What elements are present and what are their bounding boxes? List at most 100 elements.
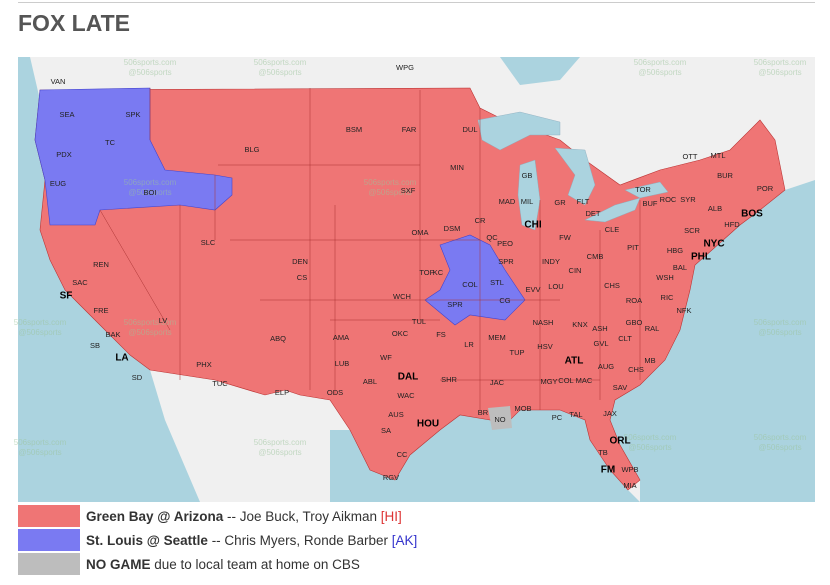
city-label: SYR bbox=[680, 195, 696, 204]
city-label: PIT bbox=[627, 243, 639, 252]
city-label: ROC bbox=[660, 195, 677, 204]
watermark: @506sports bbox=[18, 448, 61, 457]
city-label: SHR bbox=[441, 375, 457, 384]
watermark: @506sports bbox=[638, 68, 681, 77]
us-fox-st-louis-seattle bbox=[424, 234, 526, 326]
city-label: WAC bbox=[397, 391, 415, 400]
city-label: DUL bbox=[462, 125, 477, 134]
city-label: DET bbox=[586, 209, 601, 218]
city-label: HFD bbox=[724, 220, 740, 229]
city-label: PC bbox=[552, 413, 563, 422]
city-label: PHX bbox=[196, 360, 211, 369]
city-label: NFK bbox=[677, 306, 692, 315]
city-label: ATL bbox=[565, 356, 584, 367]
city-label: OKC bbox=[392, 329, 409, 338]
state-borders bbox=[99, 88, 641, 410]
watermark: 506sports.com bbox=[364, 178, 417, 187]
city-label: WCH bbox=[393, 292, 411, 301]
great-lakes bbox=[477, 111, 669, 231]
watermark: 506sports.com bbox=[254, 58, 307, 67]
city-label: GB bbox=[522, 171, 533, 180]
city-label: WSH bbox=[656, 273, 674, 282]
city-label: SEA bbox=[59, 110, 74, 119]
city-label: BAK bbox=[105, 330, 120, 339]
watermark: @506sports bbox=[758, 328, 801, 337]
city-label: CR bbox=[475, 216, 486, 225]
city-label: ODS bbox=[327, 388, 343, 397]
city-label: HBG bbox=[667, 246, 683, 255]
city-label: NO bbox=[494, 415, 505, 424]
city-label: CG bbox=[499, 296, 510, 305]
legend-game: St. Louis @ Seattle bbox=[86, 532, 208, 548]
watermark: @506sports bbox=[128, 68, 171, 77]
city-label: GR bbox=[554, 198, 566, 207]
city-label: TOR bbox=[635, 185, 651, 194]
legend-row: Green Bay @ Arizona -- Joe Buck, Troy Ai… bbox=[18, 505, 402, 527]
city-label: CLE bbox=[605, 225, 620, 234]
watermark: @506sports bbox=[18, 328, 61, 337]
city-label: SB bbox=[90, 341, 100, 350]
city-label: CHS bbox=[628, 365, 644, 374]
city-label: COL bbox=[462, 280, 477, 289]
city-label: CLT bbox=[618, 334, 632, 343]
city-label: TUP bbox=[510, 348, 525, 357]
city-label: LA bbox=[115, 353, 128, 364]
city-label: HOU bbox=[417, 419, 439, 430]
city-label: DAL bbox=[398, 372, 419, 383]
city-label: MOB bbox=[514, 404, 531, 413]
city-label: BOI bbox=[144, 188, 157, 197]
city-label: DEN bbox=[292, 257, 308, 266]
city-label: LV bbox=[159, 316, 168, 325]
city-label: REN bbox=[93, 260, 109, 269]
city-label: SPR bbox=[498, 257, 514, 266]
city-label: SPR bbox=[447, 300, 463, 309]
city-label: EVV bbox=[525, 285, 540, 294]
city-label: MB bbox=[644, 356, 655, 365]
legend-announcers: -- Chris Myers, Ronde Barber bbox=[207, 532, 392, 548]
city-label: PDX bbox=[56, 150, 71, 159]
city-label: FS bbox=[436, 330, 446, 339]
legend-swatch bbox=[18, 529, 80, 551]
city-label: BUF bbox=[643, 199, 658, 208]
city-label: RAL bbox=[645, 324, 660, 333]
city-label: DSM bbox=[444, 224, 461, 233]
watermark: 506sports.com bbox=[754, 58, 807, 67]
city-label: KC bbox=[433, 268, 444, 277]
city-label: STL bbox=[490, 278, 504, 287]
city-label: ALB bbox=[708, 204, 722, 213]
city-label: CMB bbox=[587, 252, 604, 261]
city-label: AUG bbox=[598, 362, 614, 371]
city-label: ROA bbox=[626, 296, 642, 305]
city-label: ELP bbox=[275, 388, 289, 397]
city-label: FRE bbox=[94, 306, 109, 315]
city-label: TAL bbox=[569, 410, 582, 419]
legend-swatch bbox=[18, 505, 80, 527]
city-label: GBO bbox=[626, 318, 643, 327]
city-label: TC bbox=[105, 138, 116, 147]
no-game-area bbox=[488, 406, 512, 430]
watermark: 506sports.com bbox=[124, 318, 177, 327]
city-label: BOS bbox=[741, 209, 763, 220]
legend-game: Green Bay @ Arizona bbox=[86, 508, 224, 524]
city-label: SXF bbox=[401, 186, 416, 195]
city-label: ASH bbox=[592, 324, 607, 333]
city-label: WPG bbox=[396, 63, 414, 72]
watermark: 506sports.com bbox=[14, 438, 67, 447]
watermark: 506sports.com bbox=[754, 433, 807, 442]
city-label: CC bbox=[397, 450, 408, 459]
city-label: BSM bbox=[346, 125, 362, 134]
city-label: ABQ bbox=[270, 334, 286, 343]
city-label: EUG bbox=[50, 179, 66, 188]
city-label: MEM bbox=[488, 333, 506, 342]
city-label: LUB bbox=[335, 359, 350, 368]
city-label: MGY bbox=[540, 377, 557, 386]
city-label: TOP bbox=[419, 268, 434, 277]
city-label: FW bbox=[559, 233, 572, 242]
city-label: TB bbox=[598, 448, 608, 457]
city-label: BR bbox=[478, 408, 489, 417]
watermark: @506sports bbox=[128, 188, 171, 197]
city-label: VAN bbox=[51, 77, 66, 86]
city-label: OMA bbox=[411, 228, 428, 237]
